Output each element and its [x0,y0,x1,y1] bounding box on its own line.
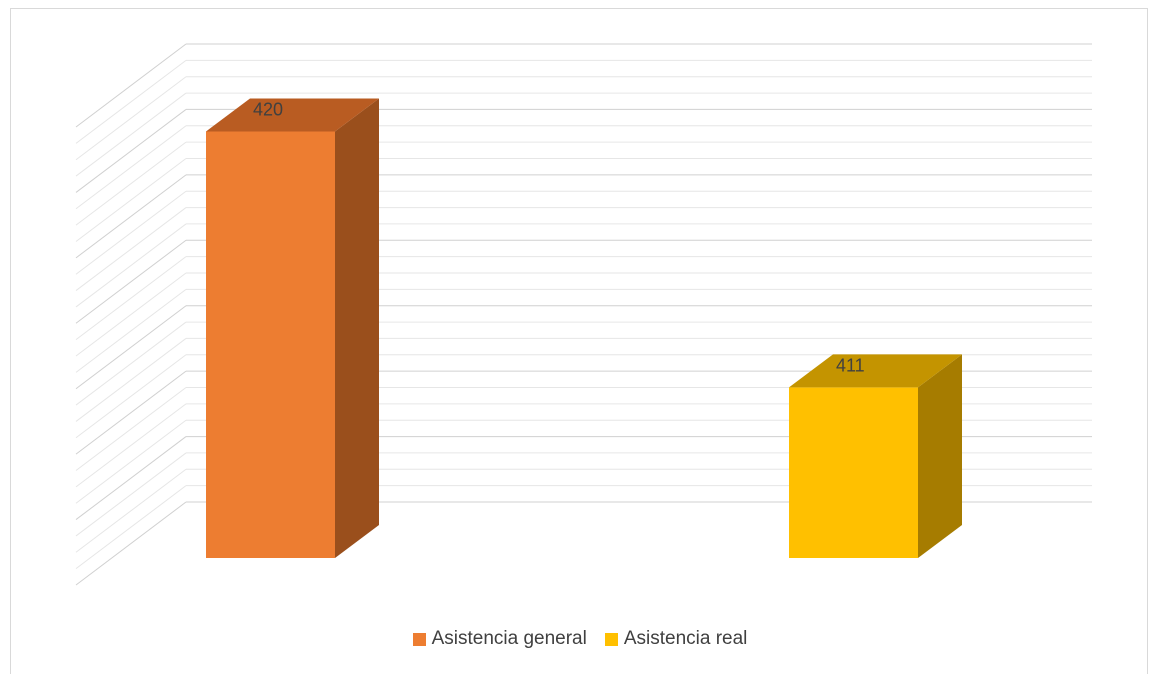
gridline-side [75,174,187,259]
bars-group [206,98,962,558]
legend-label: Asistencia general [431,628,587,649]
gridline-side [75,158,187,242]
gridline-side [75,501,187,586]
gridline-side [75,387,187,471]
gridline-side [75,288,187,373]
gridline-side [75,403,187,488]
gridline-side [75,125,187,210]
gridline-side [75,354,187,439]
bar-top [206,98,379,132]
bar-front [789,387,918,558]
legend-swatch [604,632,618,646]
gridline-side [75,92,187,177]
legend-label: Asistencia real [623,628,748,649]
gridline-side [75,436,187,520]
gridline-side [75,370,187,455]
gridline-side [75,321,187,406]
gridline-side [75,141,187,226]
gridline-side [75,468,187,553]
gridline-side [75,223,187,308]
data-labels-group: 420 411 [253,99,865,375]
legend-item-asistencia-general: Asistencia general [412,628,587,650]
bar-front [206,131,335,558]
bar-top [789,354,962,388]
gridline-side [75,256,187,341]
gridline-side [75,419,187,504]
chart-area [10,8,1148,674]
gridline-side [75,43,187,128]
data-label: 411 [836,355,865,375]
gridline-side [75,239,187,324]
gridline-side [75,76,187,161]
gridline-side [75,452,187,537]
gridline-side [75,338,187,422]
legend-swatch [412,632,426,646]
gridline-side [75,109,187,193]
gridline-side [75,305,187,390]
side-wall-gridlines [75,43,187,586]
legend: Asistencia general Asistencia real [0,628,1160,650]
gridline-side [75,190,187,275]
bar-side [918,354,962,558]
gridline-side [75,485,187,570]
bar-side [335,98,379,558]
gridline-side [75,207,187,291]
gridline-side [75,59,187,144]
legend-item-asistencia-real: Asistencia real [604,628,748,650]
data-label: 420 [253,99,283,119]
gridline-side [75,272,187,357]
